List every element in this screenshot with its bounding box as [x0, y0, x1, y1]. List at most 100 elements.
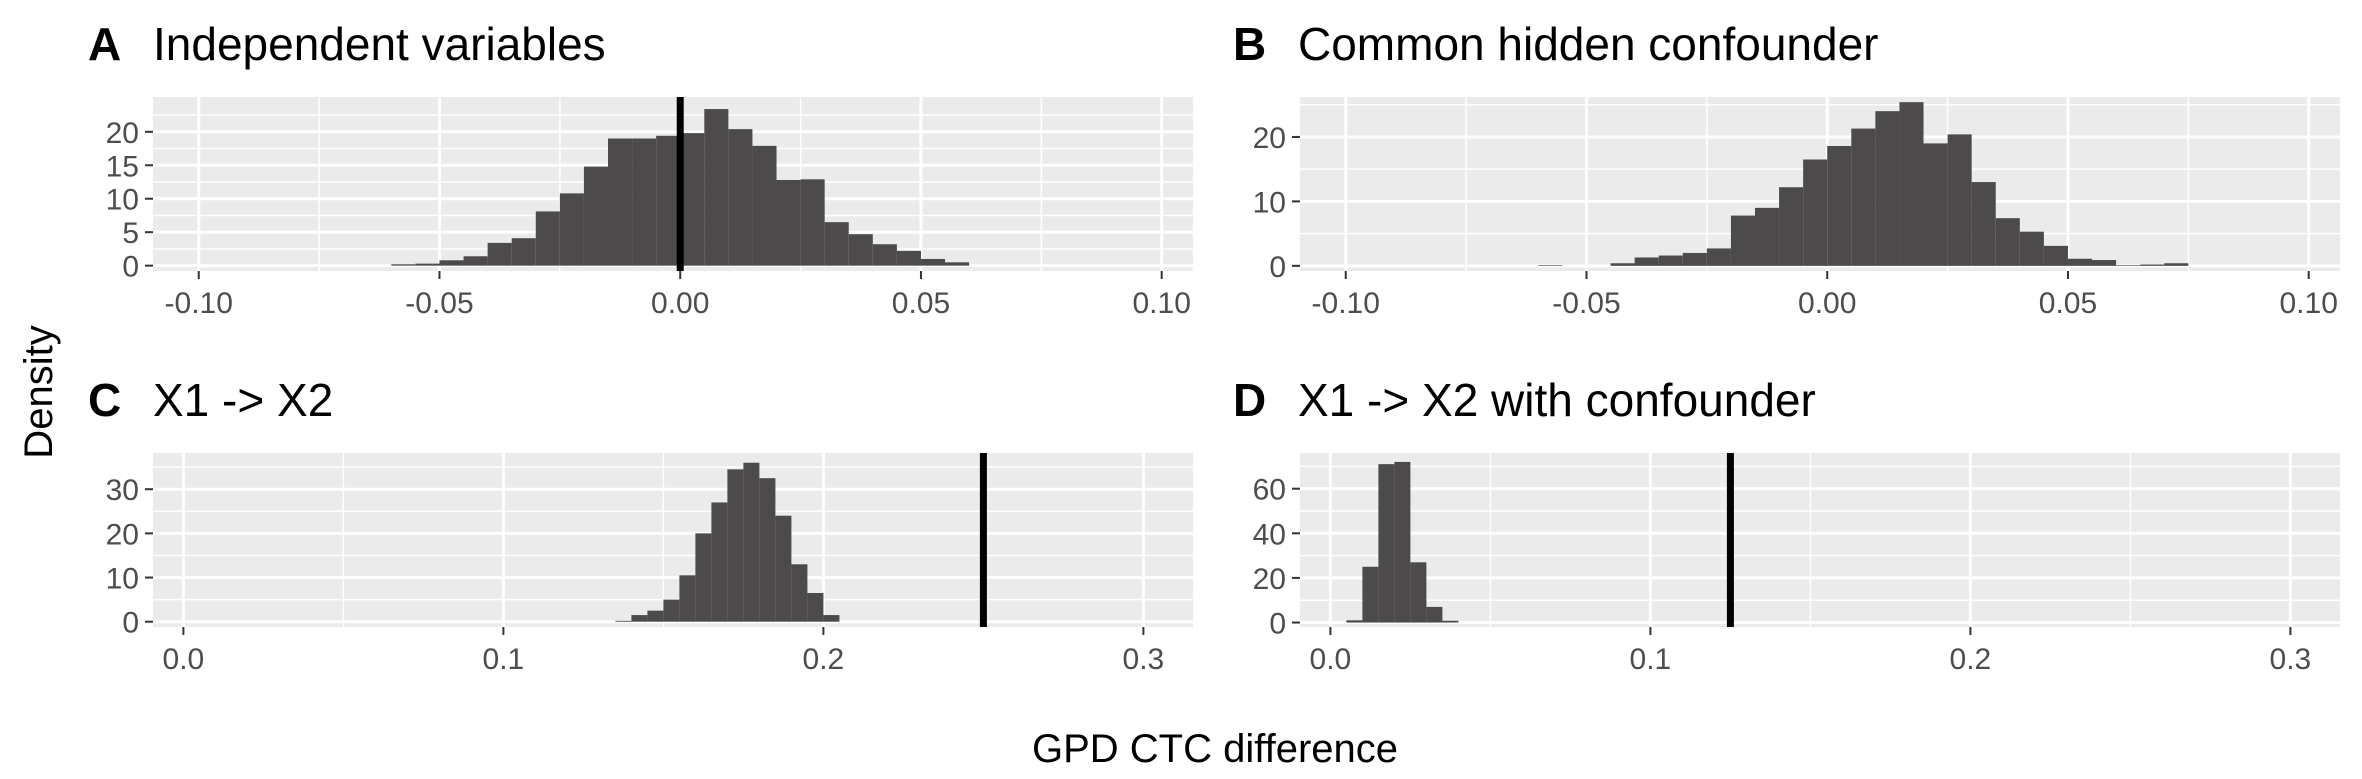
- histogram-bar: [535, 211, 560, 266]
- histogram-bar: [463, 256, 488, 266]
- x-tick-label: 0.3: [2270, 643, 2312, 676]
- histogram-bar: [1410, 562, 1427, 623]
- x-tick-label: 0.05: [892, 287, 950, 320]
- histogram-bar: [559, 193, 584, 266]
- x-tick-label: -0.10: [1312, 287, 1380, 320]
- histogram-bar: [945, 262, 970, 266]
- histogram-bar: [1803, 159, 1828, 266]
- histogram-bar: [727, 469, 744, 622]
- y-tick-label: 0: [122, 251, 139, 284]
- histogram-bar: [920, 258, 946, 266]
- y-axis-title: Density: [17, 325, 61, 458]
- histogram-bar: [615, 620, 632, 622]
- histogram-bar: [759, 478, 776, 622]
- histogram-bar: [704, 109, 729, 266]
- panel-title: X1 -> X2: [153, 374, 333, 426]
- histogram-bar: [656, 135, 681, 266]
- histogram-bar: [1755, 207, 1780, 266]
- y-tick-label: 0: [1269, 608, 1286, 641]
- panel-title: Independent variables: [153, 18, 606, 70]
- y-tick-label: 10: [106, 563, 139, 596]
- histogram-bar: [511, 238, 536, 266]
- y-tick-label: 30: [106, 474, 139, 507]
- histogram-bar: [647, 610, 664, 622]
- y-tick-label: 60: [1253, 474, 1286, 507]
- x-tick-label: -0.10: [165, 287, 233, 320]
- panel-d: D X1 -> X2 with confounder 0.0 0.1 0.2 0.3 0 20…: [1233, 374, 2340, 676]
- panel-tag: C: [88, 374, 121, 426]
- histogram-bar: [2140, 264, 2165, 266]
- histogram-bar: [695, 533, 712, 622]
- histogram-bar: [1851, 128, 1876, 266]
- x-axis-title: GPD CTC difference: [1032, 727, 1398, 771]
- histogram-bar: [872, 244, 897, 266]
- panel-title: X1 -> X2 with confounder: [1298, 374, 1816, 426]
- y-tick-label: 10: [1253, 186, 1286, 219]
- histogram-bar: [1730, 215, 1755, 266]
- histogram-bar: [1378, 464, 1395, 623]
- x-tick-label: 0.1: [1630, 643, 1672, 676]
- x-tick-label: 0.3: [1123, 643, 1165, 676]
- histogram-bar: [848, 234, 873, 266]
- histogram-bar: [711, 502, 728, 622]
- panel-tag: D: [1233, 374, 1266, 426]
- histogram-bar: [1995, 218, 2020, 266]
- histogram-bar: [2092, 260, 2117, 266]
- histogram-bar: [1875, 111, 1900, 266]
- histogram-bar: [800, 179, 825, 266]
- panel-title: Common hidden confounder: [1298, 18, 1878, 70]
- histogram-bar: [1971, 182, 1996, 266]
- histogram-bar: [631, 615, 648, 622]
- y-tick-label: 20: [1253, 563, 1286, 596]
- x-tick-label: 0.05: [2039, 287, 2097, 320]
- histogram-bar: [1538, 265, 1563, 266]
- histogram-bar: [2019, 231, 2044, 266]
- x-tick-label: 0.2: [803, 643, 845, 676]
- histogram-bar: [728, 129, 753, 266]
- x-tick-label: -0.05: [1552, 287, 1620, 320]
- panel-tag: A: [88, 18, 121, 70]
- histogram-bar: [1827, 145, 1852, 266]
- histogram-bar: [663, 599, 680, 622]
- histogram-bar: [775, 515, 792, 622]
- histogram-bar: [439, 260, 464, 266]
- y-tick-label: 20: [106, 117, 139, 150]
- histogram-bar: [680, 133, 705, 266]
- histogram-bar: [752, 145, 777, 266]
- x-tick-label: 0.0: [163, 643, 205, 676]
- histogram-bar: [743, 462, 760, 622]
- x-tick-label: 0.00: [651, 287, 709, 320]
- histogram-bar: [1899, 102, 1924, 266]
- histogram-bar: [791, 564, 808, 622]
- x-tick-label: 0.1: [483, 643, 525, 676]
- panels: A Independent variables-0.10 -0.05 0.00 0.05…: [88, 18, 2340, 676]
- panel-c: C X1 -> X2 0.0 0.1 0.2 0.3 0 10 20 30: [88, 374, 1193, 676]
- histogram-bar: [776, 179, 801, 266]
- histogram-bar: [2067, 258, 2093, 266]
- y-tick-label: 20: [1253, 122, 1286, 155]
- histogram-bar: [1394, 461, 1411, 623]
- histogram-bar: [2043, 245, 2068, 266]
- panel-tag: B: [1233, 18, 1266, 70]
- histogram-bar: [632, 138, 657, 266]
- histogram-bar: [1634, 257, 1659, 266]
- x-tick-label: 0.00: [1798, 287, 1856, 320]
- panel-a: A Independent variables -0.10 -0.05 0.00 0.05…: [88, 18, 1193, 320]
- histogram-bar: [1947, 134, 1972, 266]
- histogram-bar: [896, 250, 921, 266]
- x-tick-label: 0.0: [1310, 643, 1352, 676]
- histogram-bar: [1923, 143, 1948, 266]
- histogram-bar: [1362, 566, 1379, 623]
- panel-b: B Common hidden confounder -0.10 -0.05 0.00 0…: [1233, 18, 2340, 320]
- histogram-bar: [1682, 252, 1707, 266]
- histogram-bar: [1610, 263, 1635, 266]
- x-tick-label: 0.10: [1133, 287, 1191, 320]
- histogram-bar: [824, 222, 849, 266]
- y-tick-label: 15: [106, 150, 139, 183]
- plot-background: [153, 453, 1193, 627]
- histogram-bar: [487, 242, 512, 266]
- histogram-bar: [1442, 620, 1459, 623]
- histogram-bar: [391, 264, 416, 266]
- y-tick-label: 5: [122, 217, 139, 250]
